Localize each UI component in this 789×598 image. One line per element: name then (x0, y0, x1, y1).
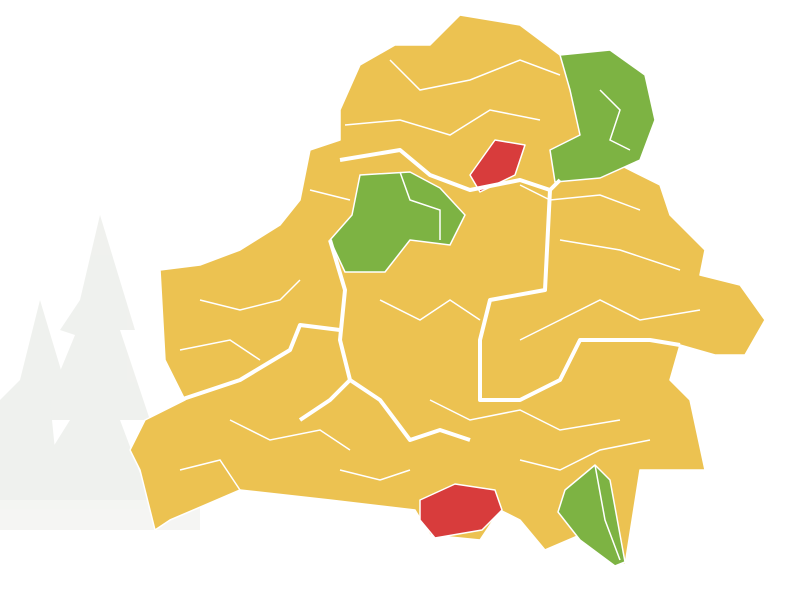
border (199, 279, 301, 311)
border (389, 59, 561, 91)
region-border (328, 239, 471, 442)
district-green (329, 171, 466, 273)
border (309, 189, 351, 201)
district-borders (179, 59, 701, 561)
border (344, 109, 541, 136)
border (519, 184, 641, 211)
border (339, 469, 411, 481)
border (379, 299, 481, 321)
region-border (298, 378, 352, 422)
district-green (557, 464, 626, 567)
tree (20, 215, 150, 500)
border (594, 464, 621, 561)
district-red (419, 483, 503, 539)
border (229, 419, 351, 451)
border (399, 171, 441, 240)
country (129, 14, 766, 567)
border (599, 89, 631, 151)
border (559, 239, 681, 271)
region-border (478, 189, 681, 402)
district-base (129, 14, 766, 566)
border (519, 439, 651, 471)
region-borders (179, 148, 681, 442)
tree (0, 300, 70, 500)
border (179, 459, 241, 491)
border (179, 339, 261, 361)
border (519, 299, 701, 341)
border (429, 399, 621, 431)
region-border (179, 323, 341, 402)
